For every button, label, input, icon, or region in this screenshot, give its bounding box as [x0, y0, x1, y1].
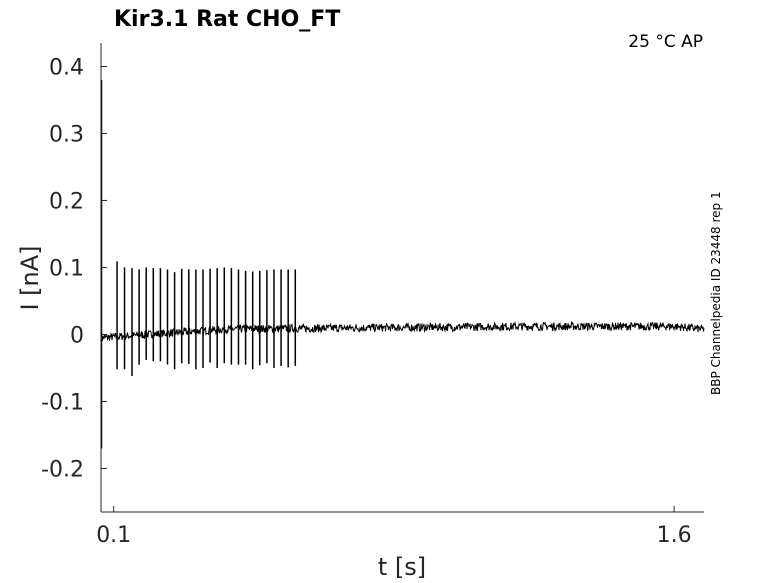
y-tick-label: 0.4: [49, 55, 84, 80]
x-axis-ticks: 0.1 1.6: [96, 506, 692, 548]
x-axis-label: t [s]: [378, 553, 426, 581]
current-trace: [100, 320, 705, 342]
y-tick-label: 0.3: [49, 122, 84, 147]
y-axis-label: I [nA]: [16, 245, 44, 310]
plot-area: [100, 79, 705, 449]
condition-label: 25 °C AP: [628, 32, 703, 52]
y-tick-label: -0.2: [41, 457, 84, 482]
y-axis-ticks: 0.4 0.3 0.2 0.1 0 -0.1 -0.2: [41, 55, 107, 482]
y-tick-label: 0: [70, 323, 84, 348]
y-tick-label: 0.1: [49, 256, 84, 281]
side-note: BBP Channelpedia ID 23448 rep 1: [709, 191, 723, 395]
chart-title: Kir3.1 Rat CHO_FT: [114, 7, 340, 32]
x-tick-label: 0.1: [96, 523, 131, 548]
x-tick-label: 1.6: [657, 523, 692, 548]
y-tick-label: 0.2: [49, 189, 84, 214]
y-tick-label: -0.1: [41, 390, 84, 415]
